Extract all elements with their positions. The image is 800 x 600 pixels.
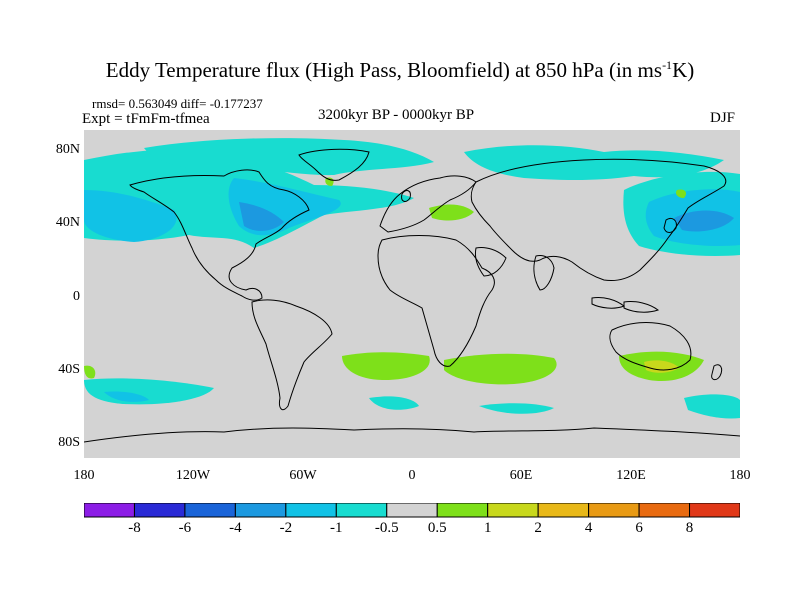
colorbar-swatch	[185, 503, 235, 517]
colorbar-label: 0.5	[417, 520, 457, 537]
colorbar-label: 4	[569, 520, 609, 537]
colorbar-label: 1	[468, 520, 508, 537]
colorbar-swatch	[488, 503, 538, 517]
colorbar-swatch	[336, 503, 386, 517]
colorbar-label: -4	[215, 520, 255, 537]
colorbar-label: 2	[518, 520, 558, 537]
lat-tick-label: 80N	[48, 142, 80, 158]
lon-tick-label: 60W	[273, 468, 333, 484]
colorbar-swatch	[84, 503, 134, 517]
plot-title: Eddy Temperature flux (High Pass, Bloomf…	[0, 58, 800, 83]
colorbar-swatch	[538, 503, 588, 517]
world-map	[84, 130, 740, 458]
colorbar-swatch	[235, 503, 285, 517]
experiment-label: Expt = tFmFm-tfmea	[82, 111, 210, 128]
season-label: DJF	[710, 110, 735, 127]
colorbar-label: -6	[165, 520, 205, 537]
colorbar-label: -2	[266, 520, 306, 537]
lat-tick-label: 40N	[48, 215, 80, 231]
colorbar	[84, 503, 740, 519]
rmsd-diff-label: rmsd= 0.563049 diff= -0.177237	[92, 96, 263, 112]
colorbar-swatch	[437, 503, 487, 517]
lat-tick-label: 80S	[48, 435, 80, 451]
lon-tick-label: 180	[710, 468, 770, 484]
lon-tick-label: 120E	[601, 468, 661, 484]
colorbar-swatch	[690, 503, 740, 517]
colorbar-label: -0.5	[367, 520, 407, 537]
period-label: 3200kyr BP - 0000kyr BP	[318, 107, 474, 124]
colorbar-swatch	[639, 503, 689, 517]
colorbar-swatch	[589, 503, 639, 517]
lon-tick-label: 60E	[491, 468, 551, 484]
colorbar-label: 8	[670, 520, 710, 537]
colorbar-swatch	[286, 503, 336, 517]
lat-tick-label: 0	[48, 289, 80, 305]
colorbar-label: 6	[619, 520, 659, 537]
colorbar-swatch	[387, 503, 437, 517]
colorbar-label: -1	[316, 520, 356, 537]
colorbar-swatch	[134, 503, 184, 517]
lon-tick-label: 0	[382, 468, 442, 484]
lon-tick-label: 120W	[163, 468, 223, 484]
lon-tick-label: 180	[54, 468, 114, 484]
colorbar-label: -8	[114, 520, 154, 537]
lat-tick-label: 40S	[48, 362, 80, 378]
